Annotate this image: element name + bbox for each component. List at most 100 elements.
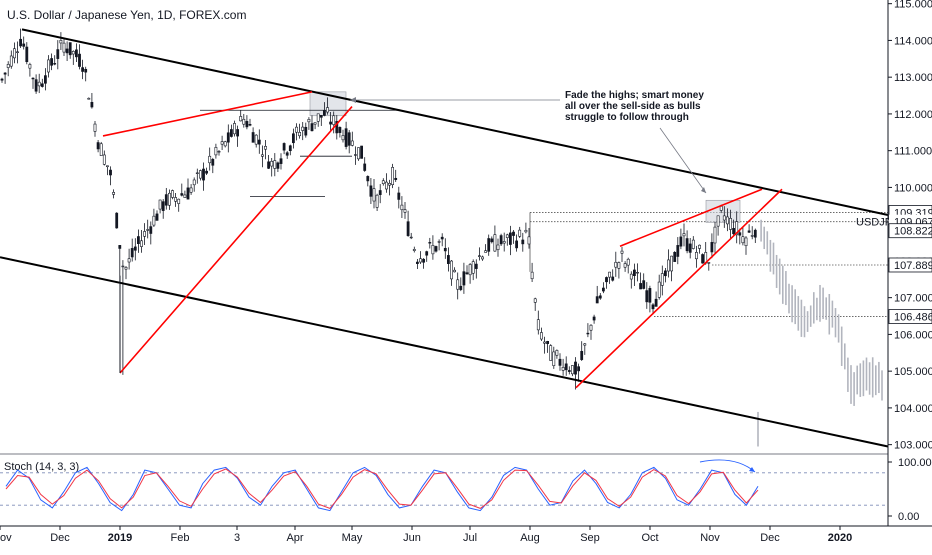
- candle-body: [601, 287, 605, 292]
- candle-body: [645, 290, 649, 303]
- candle-body: [580, 350, 584, 360]
- candle-body: [112, 192, 116, 195]
- candle-body: [87, 97, 91, 100]
- candle-body: [43, 75, 47, 84]
- candle-body: [524, 229, 528, 233]
- candle-body: [34, 79, 38, 92]
- candle-body: [381, 180, 385, 184]
- candle-body: [106, 165, 109, 168]
- candle-body: [270, 160, 274, 167]
- candle-body: [636, 272, 639, 274]
- candle-body: [214, 147, 218, 156]
- candle-body: [322, 110, 326, 116]
- candle-body: [205, 170, 209, 174]
- candle-body: [729, 218, 732, 230]
- candle-body: [226, 132, 230, 143]
- candle-body: [502, 241, 506, 244]
- candle-body: [84, 68, 88, 73]
- candle-body: [688, 243, 692, 253]
- channel-lower-line: [0, 256, 889, 448]
- y-tick-label: 115.000: [894, 0, 932, 11]
- candle-body: [394, 177, 398, 180]
- candle-body: [53, 63, 57, 65]
- candle-body: [158, 199, 162, 210]
- candle-body: [251, 132, 255, 143]
- candle-body: [304, 126, 308, 136]
- candle-body: [611, 276, 615, 281]
- candle-body: [750, 235, 754, 237]
- candle-body: [453, 269, 457, 273]
- candle-body: [353, 154, 357, 156]
- candle-body: [3, 72, 7, 75]
- candle-body: [96, 142, 100, 150]
- candle-body: [109, 169, 112, 176]
- candle-body: [375, 194, 379, 208]
- x-tick-label: May: [342, 532, 363, 544]
- candle-body: [254, 134, 258, 145]
- annotation-text: struggle to follow through: [565, 112, 689, 123]
- x-tick-label: Dec: [760, 532, 780, 544]
- candle-body: [264, 146, 267, 150]
- candle-body: [592, 316, 596, 321]
- y-tick-label: 107.000: [894, 293, 932, 305]
- candle-body: [93, 123, 97, 132]
- candle-body: [481, 256, 484, 260]
- stoch-arrow: [699, 459, 756, 473]
- candle-body: [366, 176, 370, 182]
- candle-body: [62, 42, 66, 53]
- candle-body: [388, 182, 391, 186]
- candle-body: [372, 188, 376, 202]
- candle-body: [499, 235, 503, 245]
- candle-body: [614, 261, 618, 268]
- candle-body: [146, 229, 150, 231]
- candle-body: [384, 181, 388, 190]
- price-label-box: [888, 257, 932, 273]
- y-tick-label: 114.000: [894, 35, 932, 47]
- candle-body: [260, 154, 264, 157]
- candle-body: [648, 288, 652, 303]
- candle-body: [546, 341, 550, 345]
- candle-body: [738, 232, 742, 236]
- candle-body: [50, 58, 54, 66]
- annotation-text: Fade the highs; smart money: [565, 90, 704, 101]
- candle-body: [248, 124, 252, 126]
- x-tick-label: Sep: [580, 532, 600, 544]
- candle-body: [350, 140, 354, 146]
- candle-body: [81, 67, 85, 72]
- candle-body: [183, 194, 187, 198]
- candle-body: [505, 234, 509, 238]
- candle-body: [605, 277, 608, 283]
- candle-body: [701, 254, 705, 264]
- candle-body: [508, 232, 512, 245]
- x-tick-label: 2020: [828, 532, 852, 544]
- price-label: 107.889: [894, 260, 932, 272]
- candle-body: [140, 240, 143, 247]
- candle-body: [161, 201, 165, 211]
- candle-body: [13, 48, 16, 59]
- x-tick-label: Dec: [50, 532, 70, 544]
- candle-body: [732, 228, 736, 235]
- candle-body: [230, 129, 233, 137]
- candle-body: [543, 341, 546, 344]
- candle-body: [403, 209, 407, 213]
- x-tick-label: Aug: [520, 532, 540, 544]
- candle-body: [657, 281, 661, 298]
- candle-body: [468, 264, 472, 276]
- stoch-series-k: [5, 466, 759, 512]
- candle-body: [16, 51, 19, 53]
- x-tick-label: ov: [0, 532, 12, 544]
- candle-body: [626, 258, 630, 266]
- channel-upper-line: [21, 28, 889, 216]
- y-tick-label: 106.000: [894, 329, 932, 341]
- candle-body: [360, 145, 364, 159]
- candle-body: [19, 38, 23, 47]
- candle-body: [694, 252, 698, 260]
- candle-body: [347, 132, 351, 146]
- candle-body: [617, 262, 621, 269]
- arrow-icon: [701, 187, 706, 193]
- candle-body: [155, 213, 159, 221]
- candle-body: [471, 261, 475, 274]
- candle-body: [37, 81, 41, 87]
